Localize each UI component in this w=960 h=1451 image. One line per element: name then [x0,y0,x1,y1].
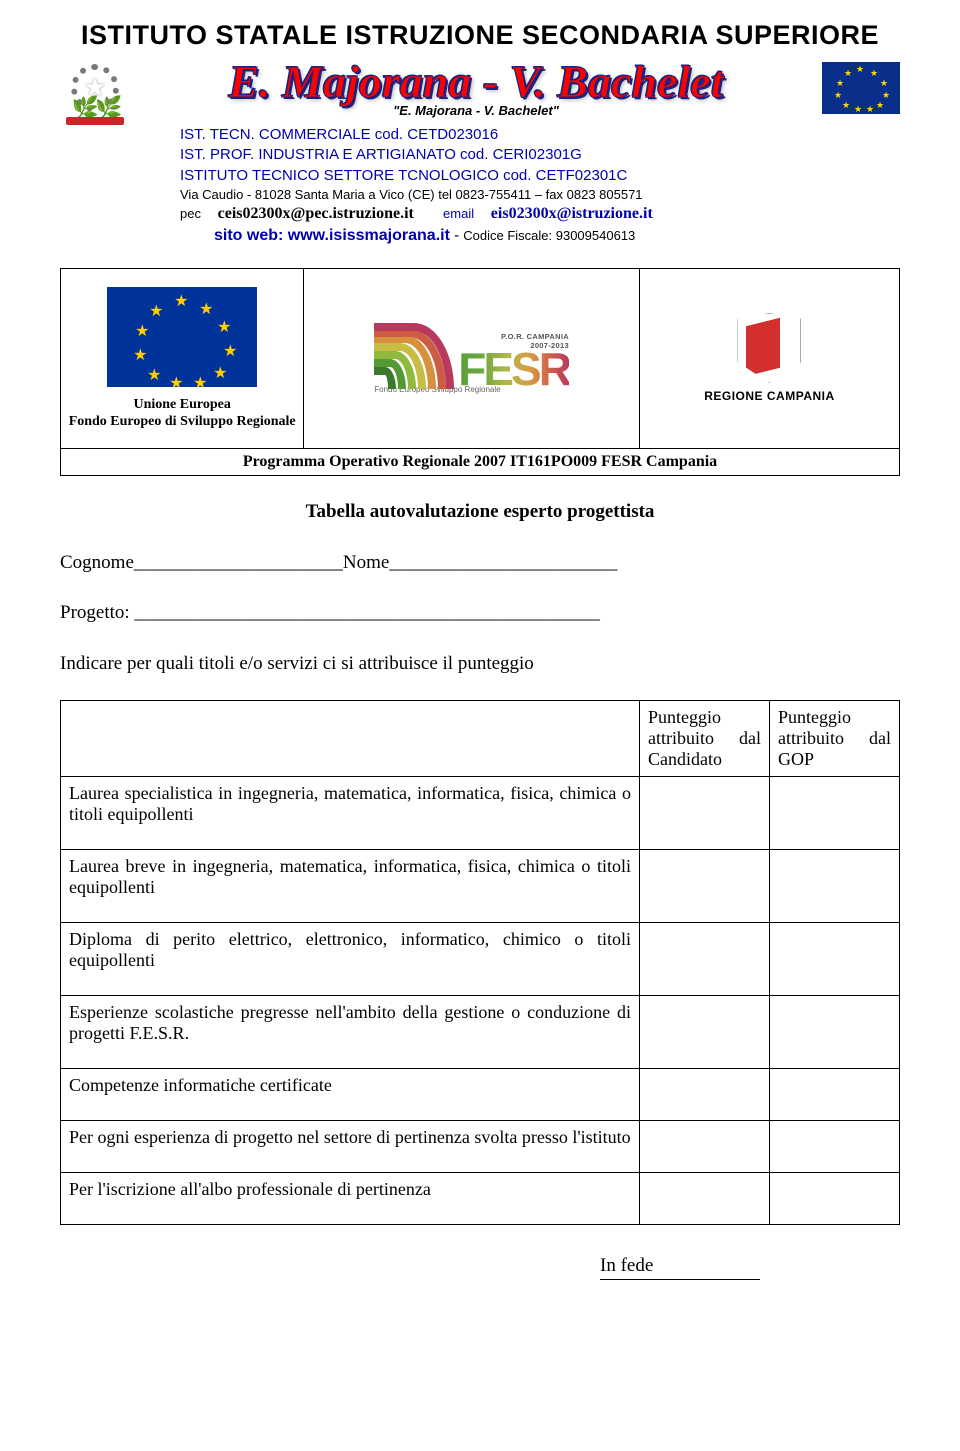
regione-campania-logo-icon: REGIONE CAMPANIA [704,313,834,403]
email-label: email [443,206,474,221]
sep: - [450,227,463,244]
school-name-main: E. Majorana - V. Bachelet [140,59,812,105]
pec-email: ceis02300x@pec.istruzione.it [218,205,414,222]
r1: Laurea specialistica in ingegneria, mate… [61,777,640,850]
eu-caption-1: Unione Europea [67,397,297,414]
body-content: Tabella autovalutazione esperto progetti… [60,498,900,678]
th-gop: Punteggio attribuito dal GOP [770,701,900,777]
eu-caption-2: Fondo Europeo di Sviluppo Regionale [67,414,297,431]
table-row: Punteggio attribuito dal Candidato Punte… [61,701,900,777]
info-l3a: ISTITUTO TECNICO SETTORE TCNOLOGICO cod. [180,167,536,184]
fesr-por-1: P.O.R. CAMPANIA [458,332,569,341]
r5: Competenze informatiche certificate [61,1069,640,1121]
table-row: Laurea specialistica in ingegneria, mate… [61,777,900,850]
tabella-title: Tabella autovalutazione esperto progetti… [60,498,900,527]
sito-label: sito web: [214,227,288,244]
r3: Diploma di perito elettrico, elettronico… [61,923,640,996]
campania-text: REGIONE CAMPANIA [704,389,834,403]
in-fede-label: In fede [600,1255,900,1277]
r6: Per ogni esperienza di progetto nel sett… [61,1121,640,1173]
table-row: Diploma di perito elettrico, elettronico… [61,923,900,996]
table-row: Per ogni esperienza di progetto nel sett… [61,1121,900,1173]
info-l2b: CERI02301G [493,146,582,163]
fesr-logo-icon: P.O.R. CAMPANIA 2007-2013 FESR Fondo Eur… [374,321,569,394]
table-row: Competenze informatiche certificate [61,1069,900,1121]
eu-flag-large-icon: ★ ★ ★ ★ ★ ★ ★ ★ ★ ★ ★ [107,287,257,387]
partner-logos-table: ★ ★ ★ ★ ★ ★ ★ ★ ★ ★ ★ Unione Europea Fon… [60,268,900,476]
th-candidato: Punteggio attribuito dal Candidato [640,701,770,777]
info-l2a: IST. PROF. INDUSTRIA E ARTIGIANATO cod. [180,146,493,163]
eu-flag-small-icon: ★ ★ ★ ★ ★ ★ ★ ★ ★ ★ ★ [822,62,900,114]
codice-fiscale: Codice Fiscale: 93009540613 [463,228,635,243]
info-address: Via Caudio - 81028 Santa Maria a Vico (C… [180,186,900,204]
school-name-block: E. Majorana - V. Bachelet "E. Majorana -… [140,59,812,118]
email-address: eis02300x@istruzione.it [491,205,653,222]
pec-label: pec [180,206,201,221]
institute-title: ISTITUTO STATALE ISTRUZIONE SECONDARIA S… [60,20,900,51]
table-row: Laurea breve in ingegneria, matematica, … [61,850,900,923]
r7: Per l'iscrizione all'albo professionale … [61,1173,640,1225]
info-l1b: CETD023016 [407,126,498,143]
table-row: Esperienze scolastiche pregresse nell'am… [61,996,900,1069]
table-row: Per l'iscrizione all'albo professionale … [61,1173,900,1225]
info-l3b: CETF02301C [536,167,628,184]
header-logo-row: ★ 🌿🌿 E. Majorana - V. Bachelet "E. Major… [60,53,900,123]
info-l1a: IST. TECN. COMMERCIALE cod. [180,126,407,143]
cognome-label: Cognome [60,552,134,573]
progetto-label: Progetto: [60,602,134,623]
r2: Laurea breve in ingegneria, matematica, … [61,850,640,923]
indicare-text: Indicare per quali titoli e/o servizi ci… [60,650,900,679]
italy-emblem-icon: ★ 🌿🌿 [60,53,130,123]
nome-label: Nome [343,552,389,573]
sito-url: www.isissmajorana.it [288,227,450,244]
institute-info-block: IST. TECN. COMMERCIALE cod. CETD023016 I… [180,125,900,246]
programma-label: Programma Operativo Regionale 2007 IT161… [61,449,900,476]
signature-line [600,1279,760,1280]
fesr-title: FESR [458,350,569,389]
r4: Esperienze scolastiche pregresse nell'am… [61,996,640,1069]
score-table: Punteggio attribuito dal Candidato Punte… [60,700,900,1225]
